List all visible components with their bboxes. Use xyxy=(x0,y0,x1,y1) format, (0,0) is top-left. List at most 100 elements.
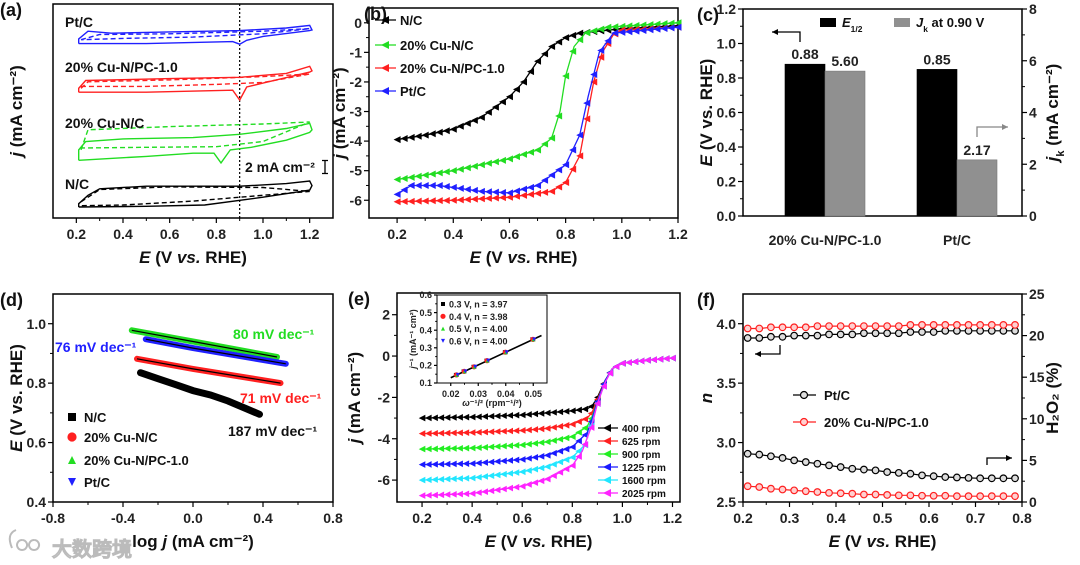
data-marker xyxy=(669,354,676,362)
data-marker xyxy=(506,427,513,435)
data-marker xyxy=(425,492,432,499)
data-marker xyxy=(425,461,432,468)
data-marker xyxy=(421,197,429,205)
data-marker xyxy=(506,412,513,419)
n-point xyxy=(836,330,845,339)
x-tick-label: 0.2 xyxy=(412,510,432,526)
right-axis-arrow-head xyxy=(1006,455,1012,461)
h2o2-point xyxy=(813,488,822,496)
data-marker xyxy=(562,72,570,80)
y-axis-title-part: j xyxy=(345,437,364,445)
y-tick-label: 1.0 xyxy=(27,316,47,332)
panel-d: -0.8 -0.4 0.0 0.4 0.8 0.4 0.6 0.8 1.0 log j (mA c… xyxy=(0,290,343,551)
data-marker xyxy=(442,127,450,135)
legend-swatch xyxy=(820,18,836,27)
y-tick-label: -2 xyxy=(378,389,391,405)
series-label: 20% Cu-N/C xyxy=(65,115,144,131)
data-marker xyxy=(442,168,450,176)
left-axis-arrow-head xyxy=(772,29,778,35)
data-marker xyxy=(400,198,408,206)
data-marker xyxy=(435,128,443,136)
data-marker xyxy=(518,441,526,449)
n-point xyxy=(894,329,903,338)
h2o2-point xyxy=(778,454,787,462)
data-marker xyxy=(569,165,577,173)
data-marker xyxy=(556,435,564,443)
left-axis-arrow-head xyxy=(755,351,761,357)
data-marker xyxy=(456,413,463,421)
data-marker xyxy=(550,424,557,431)
data-marker xyxy=(543,475,551,483)
kl-point xyxy=(455,372,460,377)
y-axis-title-part: E xyxy=(697,154,716,166)
n-point xyxy=(999,321,1008,329)
data-marker xyxy=(531,454,539,461)
n-point xyxy=(767,323,775,332)
x-axis-title-part: (mA cm⁻²) xyxy=(167,532,254,551)
data-marker xyxy=(639,26,647,34)
h2o2-point xyxy=(848,464,857,473)
category-label: 20% Cu-N/PC-1.0 xyxy=(769,232,882,248)
data-marker xyxy=(576,152,584,160)
h2o2-point xyxy=(871,466,880,475)
x-tick-label: 0.05 xyxy=(524,389,542,399)
data-marker xyxy=(531,479,539,486)
legend-label: 20% Cu-N/C xyxy=(400,38,474,53)
legend-label: Pt/C xyxy=(824,388,851,403)
h2o2-point xyxy=(801,487,810,496)
n-point xyxy=(801,323,810,332)
x-tick-label: 1.0 xyxy=(612,226,632,242)
data-marker xyxy=(468,474,476,482)
y-tick-label: -3 xyxy=(350,104,363,120)
kl-point xyxy=(504,350,509,355)
x-tick-label: 0.2 xyxy=(733,510,753,526)
cv-curve-solid xyxy=(78,65,313,102)
data-marker xyxy=(527,190,535,198)
n-point xyxy=(778,332,787,341)
x-axis-title-part: ⁻¹/² xyxy=(470,398,483,408)
x-tick-label: 0.8 xyxy=(323,510,343,526)
h2o2-point xyxy=(906,469,915,478)
h2o2-point xyxy=(790,456,799,465)
y-tick-label: -6 xyxy=(378,472,391,488)
x-axis-title-part: (V xyxy=(840,532,866,551)
data-marker xyxy=(428,130,436,138)
data-marker xyxy=(543,451,551,459)
data-marker xyxy=(541,50,549,58)
data-marker xyxy=(450,460,457,468)
data-marker xyxy=(569,146,577,154)
h2o2-curve xyxy=(747,485,1015,497)
n-curve xyxy=(747,330,1015,339)
y-tick-label: 0.5 xyxy=(419,308,432,318)
data-marker xyxy=(527,68,535,76)
data-marker xyxy=(407,197,415,205)
data-marker xyxy=(484,159,492,167)
right-axis-arrow-head xyxy=(1002,124,1008,130)
y2-tick-label: 10 xyxy=(1029,411,1045,427)
data-marker xyxy=(541,188,549,196)
data-marker xyxy=(537,453,545,460)
n-point xyxy=(743,324,752,333)
data-marker xyxy=(594,400,601,407)
panel-label: (b) xyxy=(364,4,387,24)
n-point xyxy=(987,321,996,329)
y-axis-title-part: (mA cm⁻²) xyxy=(7,65,26,152)
legend-label: 900 rpm xyxy=(622,450,660,461)
x-axis-title-part: E xyxy=(485,532,497,551)
data-marker xyxy=(625,28,633,36)
data-marker xyxy=(462,413,470,421)
n-point xyxy=(953,321,961,329)
y-tick-label: 0.1 xyxy=(419,378,432,388)
x-axis-title: ω⁻¹/² (rpm⁻¹/²) xyxy=(462,398,522,408)
h2o2-point xyxy=(941,491,950,500)
data-marker xyxy=(481,443,488,451)
y2-axis-title-part: H₂O₂ (%) xyxy=(1043,362,1062,434)
cv-curve-solid xyxy=(78,180,313,208)
data-marker xyxy=(421,171,429,179)
inset-legend-marker xyxy=(441,338,445,343)
legend-label: N/C xyxy=(84,410,107,425)
h2o2-point xyxy=(953,492,961,501)
data-marker xyxy=(500,457,507,465)
inset-kl-plot: 0.02 0.03 0.04 0.05 0.1 0.2 0.3 0.4 0.5 0.6 ω⁻¹/² … xyxy=(408,290,548,408)
data-marker xyxy=(463,196,471,204)
